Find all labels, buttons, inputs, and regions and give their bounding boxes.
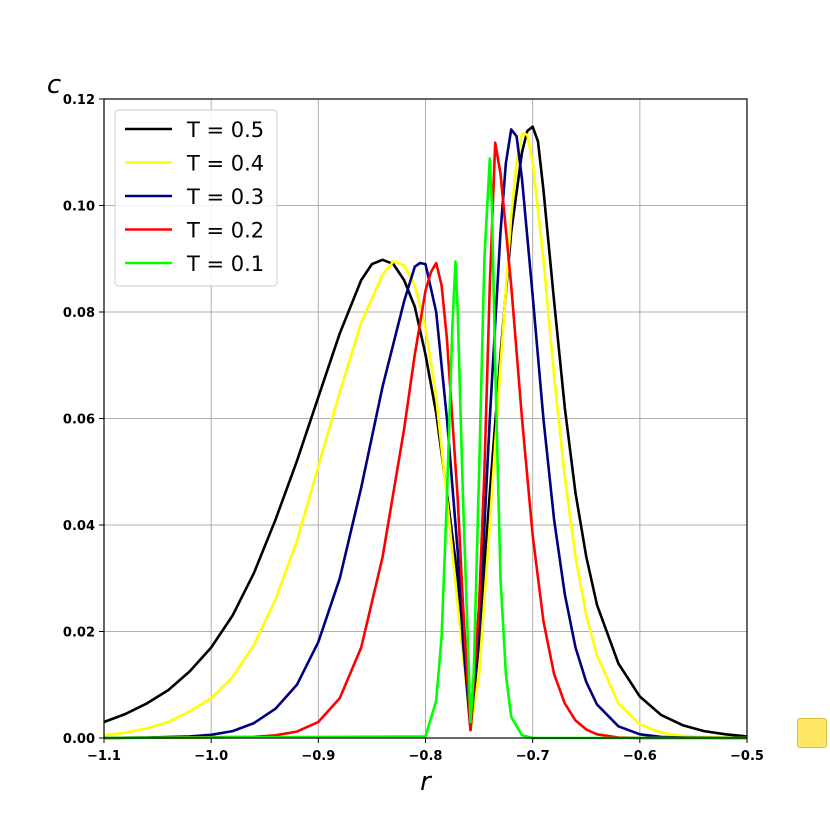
y-tick-label: 0.04 [63, 519, 95, 534]
series-line-5 [103, 157, 747, 740]
y-tick-label: 0.02 [63, 626, 95, 641]
tick-labels: −1.1 −1.0 −0.9 −0.8 −0.7 −0.6 −0.5 0.00 0.02 0.04… [63, 93, 764, 764]
ticks [99, 98, 748, 743]
x-tick-label: −0.6 [623, 749, 657, 764]
legend-label: T = 0.1 [186, 252, 264, 276]
legend: T = 0.5 T = 0.4 T = 0.3 T = 0.2 T = 0.1 [114, 109, 278, 287]
legend-label: T = 0.5 [186, 118, 264, 142]
y-axis-label: c [47, 70, 61, 100]
x-tick-label: −0.5 [730, 749, 764, 764]
x-tick-label: −0.8 [409, 749, 443, 764]
y-tick-label: 0.08 [63, 306, 95, 321]
y-tick-label: 0.00 [63, 732, 95, 747]
y-tick-label: 0.12 [63, 93, 95, 108]
yellow-swatch-button[interactable] [797, 718, 827, 748]
y-tick-label: 0.10 [63, 200, 95, 215]
x-tick-label: −0.7 [516, 749, 550, 764]
legend-label: T = 0.2 [186, 219, 264, 243]
series-group [103, 125, 748, 740]
x-tick-label: −1.0 [194, 749, 228, 764]
y-tick-label: 0.06 [63, 413, 95, 428]
series-line-4 [103, 141, 747, 740]
x-axis-label: r [420, 767, 433, 797]
legend-label: T = 0.4 [186, 152, 264, 176]
x-tick-label: −0.9 [301, 749, 335, 764]
legend-box [114, 109, 278, 287]
legend-label: T = 0.3 [186, 185, 264, 209]
x-tick-label: −1.1 [87, 749, 121, 764]
